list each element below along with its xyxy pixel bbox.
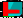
Text: A: A xyxy=(5,0,19,10)
Point xyxy=(5,9,6,10)
Text: Derived local
evaporation line: Derived local evaporation line xyxy=(12,7,23,18)
Point xyxy=(5,13,6,14)
Point xyxy=(9,8,10,9)
Point xyxy=(5,7,6,8)
Point xyxy=(5,9,6,10)
Point xyxy=(5,9,6,10)
Text: LMWL: LMWL xyxy=(3,0,23,9)
Text: GMWL: GMWL xyxy=(5,0,23,18)
Point xyxy=(11,7,12,8)
Point xyxy=(5,11,6,12)
Point xyxy=(7,8,8,9)
